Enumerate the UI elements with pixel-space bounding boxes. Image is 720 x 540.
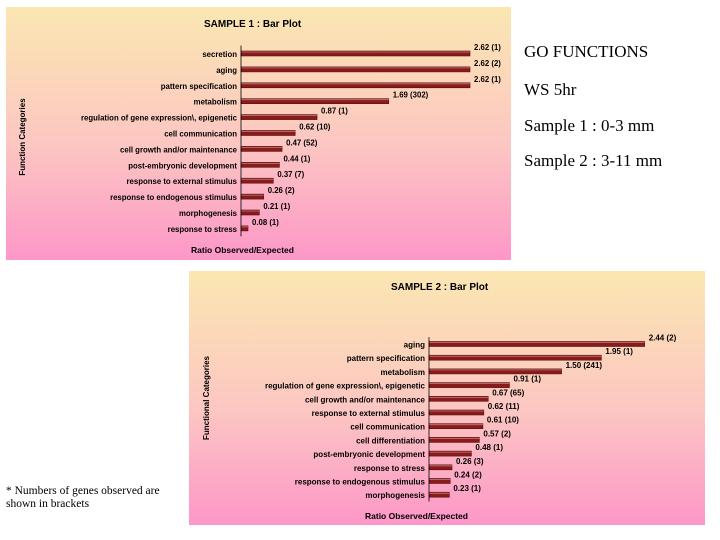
go-functions-heading: GO FUNCTIONS <box>524 42 649 61</box>
data-value-label: 0.44 (1) <box>283 154 310 163</box>
sample1-bar-chart: SAMPLE 1 : Bar Plot Function Categories … <box>18 19 501 255</box>
x-axis-label: Ratio Observed/Expected <box>365 511 468 521</box>
category-tick-label: response to stress <box>354 464 426 473</box>
ws-time-label: WS 5hr <box>524 80 577 99</box>
category-tick-label: secretion <box>202 50 237 59</box>
data-value-label: 0.62 (11) <box>488 402 520 411</box>
data-value-label: 0.57 (2) <box>483 429 511 438</box>
sample1-chart-panel: SAMPLE 1 : Bar Plot Function Categories … <box>6 7 511 260</box>
data-value-label: 0.08 (1) <box>252 218 279 227</box>
category-tick-label: cell growth and/or maintenance <box>305 395 426 404</box>
category-tick-label: regulation of gene expression\, epigenet… <box>81 114 238 123</box>
x-axis-label: Ratio Observed/Expected <box>191 245 294 255</box>
data-value-label: 2.62 (1) <box>474 43 501 52</box>
category-tick-label: cell communication <box>350 423 425 432</box>
category-tick-label: metabolism <box>381 368 425 377</box>
y-axis-label: Functional Categories <box>202 355 211 440</box>
data-value-label: 0.87 (1) <box>321 107 348 116</box>
category-tick-label: cell differentiation <box>356 436 425 445</box>
data-value-label: 0.37 (7) <box>277 170 304 179</box>
data-value-label: 0.26 (2) <box>268 186 295 195</box>
category-tick-label: post-embryonic development <box>128 161 237 170</box>
data-value-label: 0.91 (1) <box>513 375 541 384</box>
category-tick-label: morphogenesis <box>179 209 238 218</box>
sample2-bar-chart: SAMPLE 2 : Bar Plot Functional Categorie… <box>202 282 677 521</box>
data-value-label: 0.67 (65) <box>492 388 524 397</box>
sample2-chart-panel: SAMPLE 2 : Bar Plot Functional Categorie… <box>189 271 705 525</box>
sample2-depth-label: Sample 2 : 3-11 mm <box>524 151 663 170</box>
footnote: * Numbers of genes observed are shown in… <box>6 485 160 510</box>
data-value-label: 0.48 (1) <box>475 443 503 452</box>
category-tick-label: post-embryonic development <box>313 450 425 459</box>
data-value-label: 0.61 (10) <box>487 416 519 425</box>
category-tick-label: regulation of gene expression\, epigenet… <box>265 382 426 391</box>
category-tick-label: response to stress <box>168 225 238 234</box>
category-tick-label: response to external stimulus <box>127 177 238 186</box>
data-value-label: 0.62 (10) <box>299 123 331 132</box>
category-tick-label: metabolism <box>194 98 237 107</box>
data-value-label: 2.62 (2) <box>474 59 501 68</box>
data-value-label: 2.44 (2) <box>649 334 677 343</box>
category-tick-label: response to external stimulus <box>312 409 426 418</box>
category-tick-label: response to endogenous stimulus <box>295 478 426 487</box>
category-tick-label: pattern specification <box>161 82 237 91</box>
category-tick-label: cell growth and/or maintenance <box>120 145 238 154</box>
category-tick-label: cell communication <box>164 130 237 139</box>
data-value-label: 0.24 (2) <box>454 471 482 480</box>
sample1-depth-label: Sample 1 : 0-3 mm <box>524 116 655 135</box>
data-value-label: 2.62 (1) <box>474 75 501 84</box>
data-value-label: 0.26 (3) <box>456 457 484 466</box>
data-value-label: 1.69 (302) <box>393 91 429 100</box>
data-value-label: 1.50 (241) <box>566 361 603 370</box>
y-axis-label: Function Categories <box>18 98 27 176</box>
category-tick-label: morphogenesis <box>365 491 425 500</box>
data-value-label: 0.21 (1) <box>263 202 290 211</box>
category-tick-label: aging <box>404 341 425 350</box>
category-tick-label: response to endogenous stimulus <box>110 193 238 202</box>
data-value-label: 0.47 (52) <box>286 138 318 147</box>
category-tick-label: pattern specification <box>347 354 425 363</box>
chart-title: SAMPLE 1 : Bar Plot <box>204 19 302 30</box>
category-tick-label: aging <box>216 66 237 75</box>
data-value-label: 0.23 (1) <box>453 484 481 493</box>
chart-title: SAMPLE 2 : Bar Plot <box>391 282 489 293</box>
data-value-label: 1.95 (1) <box>605 347 633 356</box>
